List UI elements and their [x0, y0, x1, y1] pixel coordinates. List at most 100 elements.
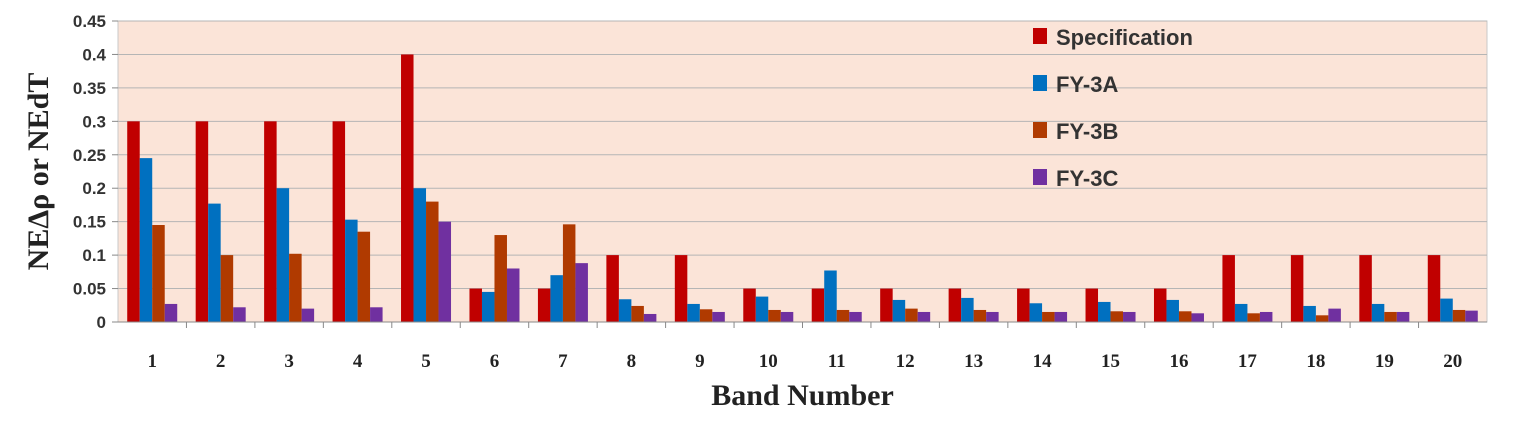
bar-fy-3b [699, 309, 713, 322]
x-tick-label: 16 [1169, 351, 1188, 372]
y-axis-title: NEΔρ or NEdT [22, 73, 55, 271]
bar-fy-3a [892, 299, 906, 322]
x-tick-label: 18 [1306, 351, 1325, 372]
bar-fy-3c [780, 311, 794, 322]
bar-specification [1290, 255, 1304, 322]
y-tick-label: 0.45 [73, 12, 106, 31]
bar-fy-3b [220, 255, 234, 322]
bar-fy-3b [1247, 313, 1260, 322]
bar-fy-3b [1042, 311, 1055, 322]
legend-swatch [1033, 169, 1047, 185]
bar-specification [880, 288, 893, 322]
bar-fy-3a [139, 158, 153, 322]
bar-fy-3b [289, 253, 302, 322]
bar-fy-3a [961, 297, 974, 322]
plot-area [117, 20, 1488, 323]
bar-fy-3c [1123, 311, 1136, 322]
bar-specification [1222, 255, 1235, 322]
y-tick-label: 0.25 [73, 146, 106, 165]
bar-fy-3c [849, 311, 862, 322]
bar-specification [811, 288, 825, 322]
bar-specification [1153, 288, 1167, 322]
bar-fy-3c [1328, 308, 1341, 322]
y-tick-label: 0.1 [82, 246, 106, 265]
x-tick-label: 13 [964, 351, 983, 372]
bar-fy-3a [755, 296, 769, 322]
y-tick-label: 0.05 [73, 280, 106, 299]
y-axis-ticks: 0 0.05 0.1 0.15 0.2 0.25 0.3 0.35 0.4 0.45 [73, 12, 118, 332]
bar-fy-3c [1259, 311, 1273, 322]
bar-specification [674, 255, 688, 322]
x-tick-label: 11 [828, 351, 846, 372]
bar-fy-3b [1452, 309, 1466, 322]
bar-fy-3b [357, 231, 371, 322]
bar-fy-3c [575, 263, 588, 322]
bar-fy-3a [618, 299, 632, 322]
bar-fy-3b [1315, 315, 1329, 322]
bar-specification [1085, 288, 1099, 322]
bar-fy-3a [1303, 305, 1316, 322]
bar-specification [1017, 288, 1030, 322]
bar-fy-3c [1191, 313, 1204, 322]
x-tick-label: 6 [490, 351, 500, 372]
bar-specification [264, 121, 277, 322]
bar-fy-3a [687, 303, 700, 322]
bar-fy-3a [1166, 299, 1179, 322]
bar-fy-3a [1371, 303, 1385, 322]
bar-fy-3b [562, 224, 576, 322]
x-tick-label: 19 [1375, 351, 1394, 372]
bar-fy-3c [986, 311, 999, 322]
bar-specification [1359, 255, 1372, 322]
x-tick-label: 9 [695, 351, 705, 372]
legend-label: FY-3C [1056, 166, 1118, 191]
bar-fy-3b [1178, 311, 1192, 322]
bar-fy-3c [1054, 311, 1068, 322]
bar-fy-3a [345, 219, 358, 322]
bar-specification [606, 255, 619, 322]
bar-fy-3b [426, 201, 439, 322]
bar-specification [469, 288, 482, 322]
bar-fy-3a [550, 275, 563, 322]
bar-fy-3c [506, 268, 520, 322]
legend-label: FY-3B [1056, 119, 1118, 144]
bar-fy-3a [1440, 298, 1453, 322]
bar-specification [743, 288, 756, 322]
bar-fy-3c [1465, 310, 1478, 322]
bar-fy-3b [494, 235, 507, 322]
bar-fy-3a [824, 270, 837, 322]
bar-specification [401, 54, 414, 322]
legend-swatch [1033, 122, 1047, 138]
bar-fy-3c [643, 313, 657, 322]
bar-fy-3c [712, 311, 725, 322]
x-tick-label: 2 [216, 351, 226, 372]
bar-fy-3b [152, 225, 165, 322]
legend-label: FY-3A [1056, 72, 1118, 97]
legend-swatch [1033, 28, 1047, 44]
legend-label: Specification [1056, 25, 1193, 50]
bar-fy-3b [768, 309, 781, 322]
x-tick-label: 15 [1101, 351, 1120, 372]
bar-fy-3c [164, 303, 178, 322]
bar-specification [1427, 255, 1441, 322]
bar-fy-3b [905, 308, 918, 322]
legend-swatch [1033, 75, 1047, 91]
y-tick-label: 0.15 [73, 213, 106, 232]
bar-fy-3a [276, 188, 290, 322]
bar-fy-3a [481, 291, 495, 322]
bar-fy-3b [1110, 311, 1124, 322]
y-tick-label: 0.4 [82, 45, 106, 64]
bar-fy-3c [233, 307, 246, 322]
bar-fy-3a [1098, 301, 1111, 322]
x-axis-ticks: 1 2 3 4 5 6 7 8 9 10 11 12 13 14 15 16 17 18 19 20 [147, 322, 1462, 372]
x-tick-label: 7 [558, 351, 568, 372]
bar-fy-3a [208, 203, 221, 322]
bar-fy-3c [438, 221, 452, 322]
x-tick-label: 8 [627, 351, 637, 372]
y-tick-label: 0.2 [82, 179, 106, 198]
bar-fy-3c [301, 308, 315, 322]
x-tick-label: 14 [1033, 351, 1053, 372]
x-tick-label: 5 [421, 351, 431, 372]
bar-fy-3b [1384, 311, 1397, 322]
bar-fy-3c [370, 307, 383, 322]
